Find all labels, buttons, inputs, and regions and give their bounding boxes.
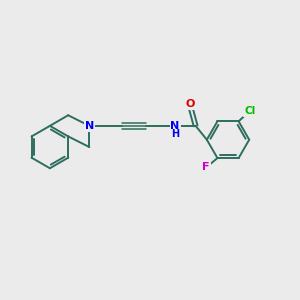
- Text: N: N: [85, 121, 94, 131]
- Text: O: O: [185, 99, 194, 110]
- Text: N: N: [170, 121, 180, 131]
- Text: H: H: [171, 129, 179, 139]
- Text: F: F: [202, 163, 210, 172]
- Text: Cl: Cl: [244, 106, 255, 116]
